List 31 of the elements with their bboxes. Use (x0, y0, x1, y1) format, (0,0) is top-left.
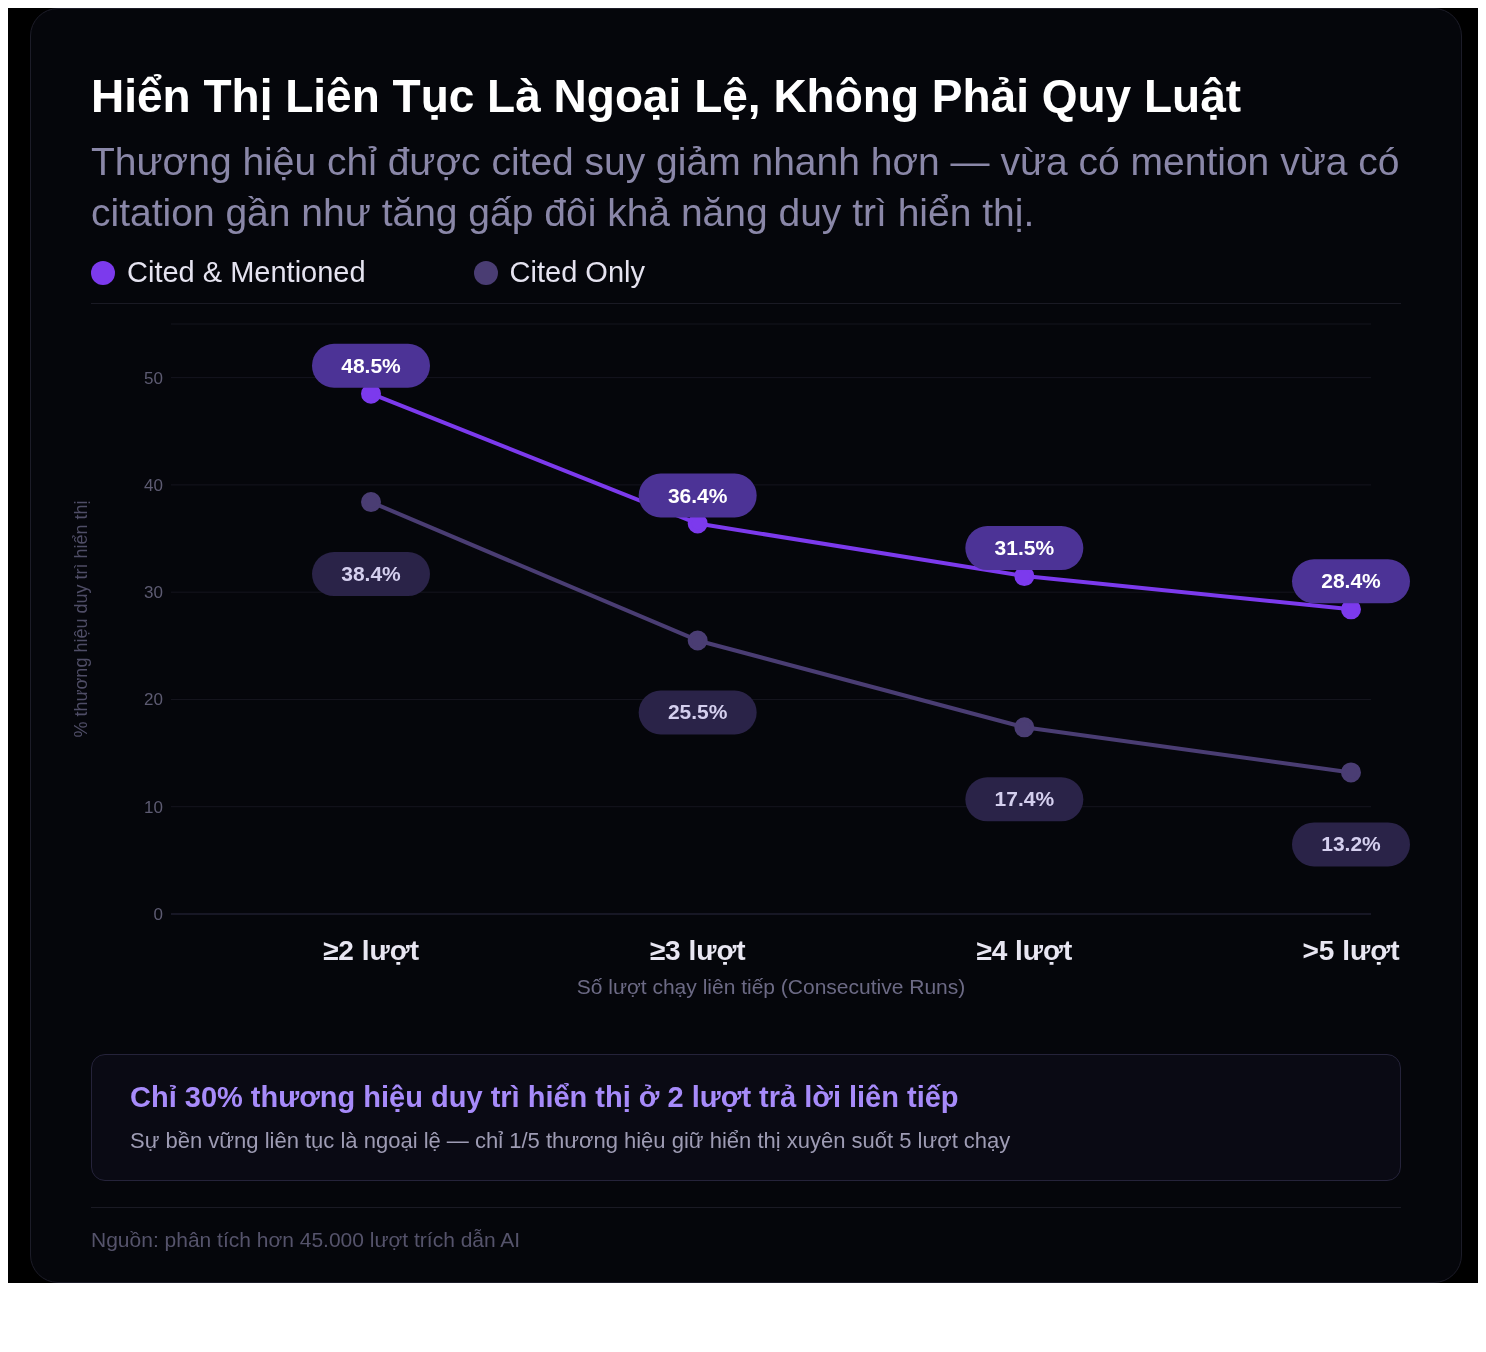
data-label: 36.4% (667, 483, 728, 507)
x-tick-label: ≥3 lượt (649, 935, 746, 967)
text: Sự bền vững liên tục là ngoại lệ — chỉ 1/5 thương hiệu giữ hiển thị xuyên suốt 5 lượt chạy (130, 1128, 1012, 1155)
legend-label: Cited & Mentioned (126, 256, 366, 290)
data-label: 38.4% (341, 562, 402, 586)
point (361, 492, 381, 513)
y-tick-label: 30 (144, 583, 163, 603)
y-tick-label: 0 (153, 905, 163, 925)
legend-label: Cited Only (508, 256, 645, 290)
y-axis-title: % thương hiệu duy trì hiển thị (71, 500, 92, 738)
data-label: 25.5% (667, 700, 728, 724)
y-tick-label: 50 (144, 369, 163, 389)
y-tick-label: 40 (144, 476, 163, 496)
x-tick-label: ≥4 lượt (976, 935, 1073, 967)
point (1014, 717, 1035, 738)
text: Chỉ 30% thương hiệu duy trì hiển thị ở 2 lượt trả lời liên tiếp (130, 1081, 960, 1115)
data-label: 13.2% (1321, 832, 1382, 856)
data-label: 17.4% (994, 787, 1055, 811)
chart-subtitle: Thương hiệu chỉ được cited suy giảm nhanh hơn — vừa có mention vừa có citation gần như tăng gấp đôi khả năng duy trì hiển thị. (91, 139, 1401, 236)
data-label: 31.5% (994, 536, 1055, 560)
data-label: 28.4% (1321, 569, 1382, 593)
x-tick-label: ≥2 lượt (322, 935, 420, 967)
y-tick-label: 10 (144, 798, 163, 818)
x-axis-title: Số lượt chạy liên tiếp (Consecutive Runs) (576, 975, 966, 999)
chart-title: Hiển Thị Liên Tục Là Ngoại Lệ, Không Phải Quy Luật (91, 69, 1243, 123)
text: Nguồn: phân tích hơn 45.000 lượt trích dẫn AI (91, 1207, 1401, 1253)
point (687, 630, 708, 651)
x-tick-label: >5 lượt (1302, 935, 1400, 967)
y-tick-label: 20 (144, 690, 163, 710)
point (1341, 762, 1361, 783)
data-label: 48.5% (341, 354, 402, 378)
